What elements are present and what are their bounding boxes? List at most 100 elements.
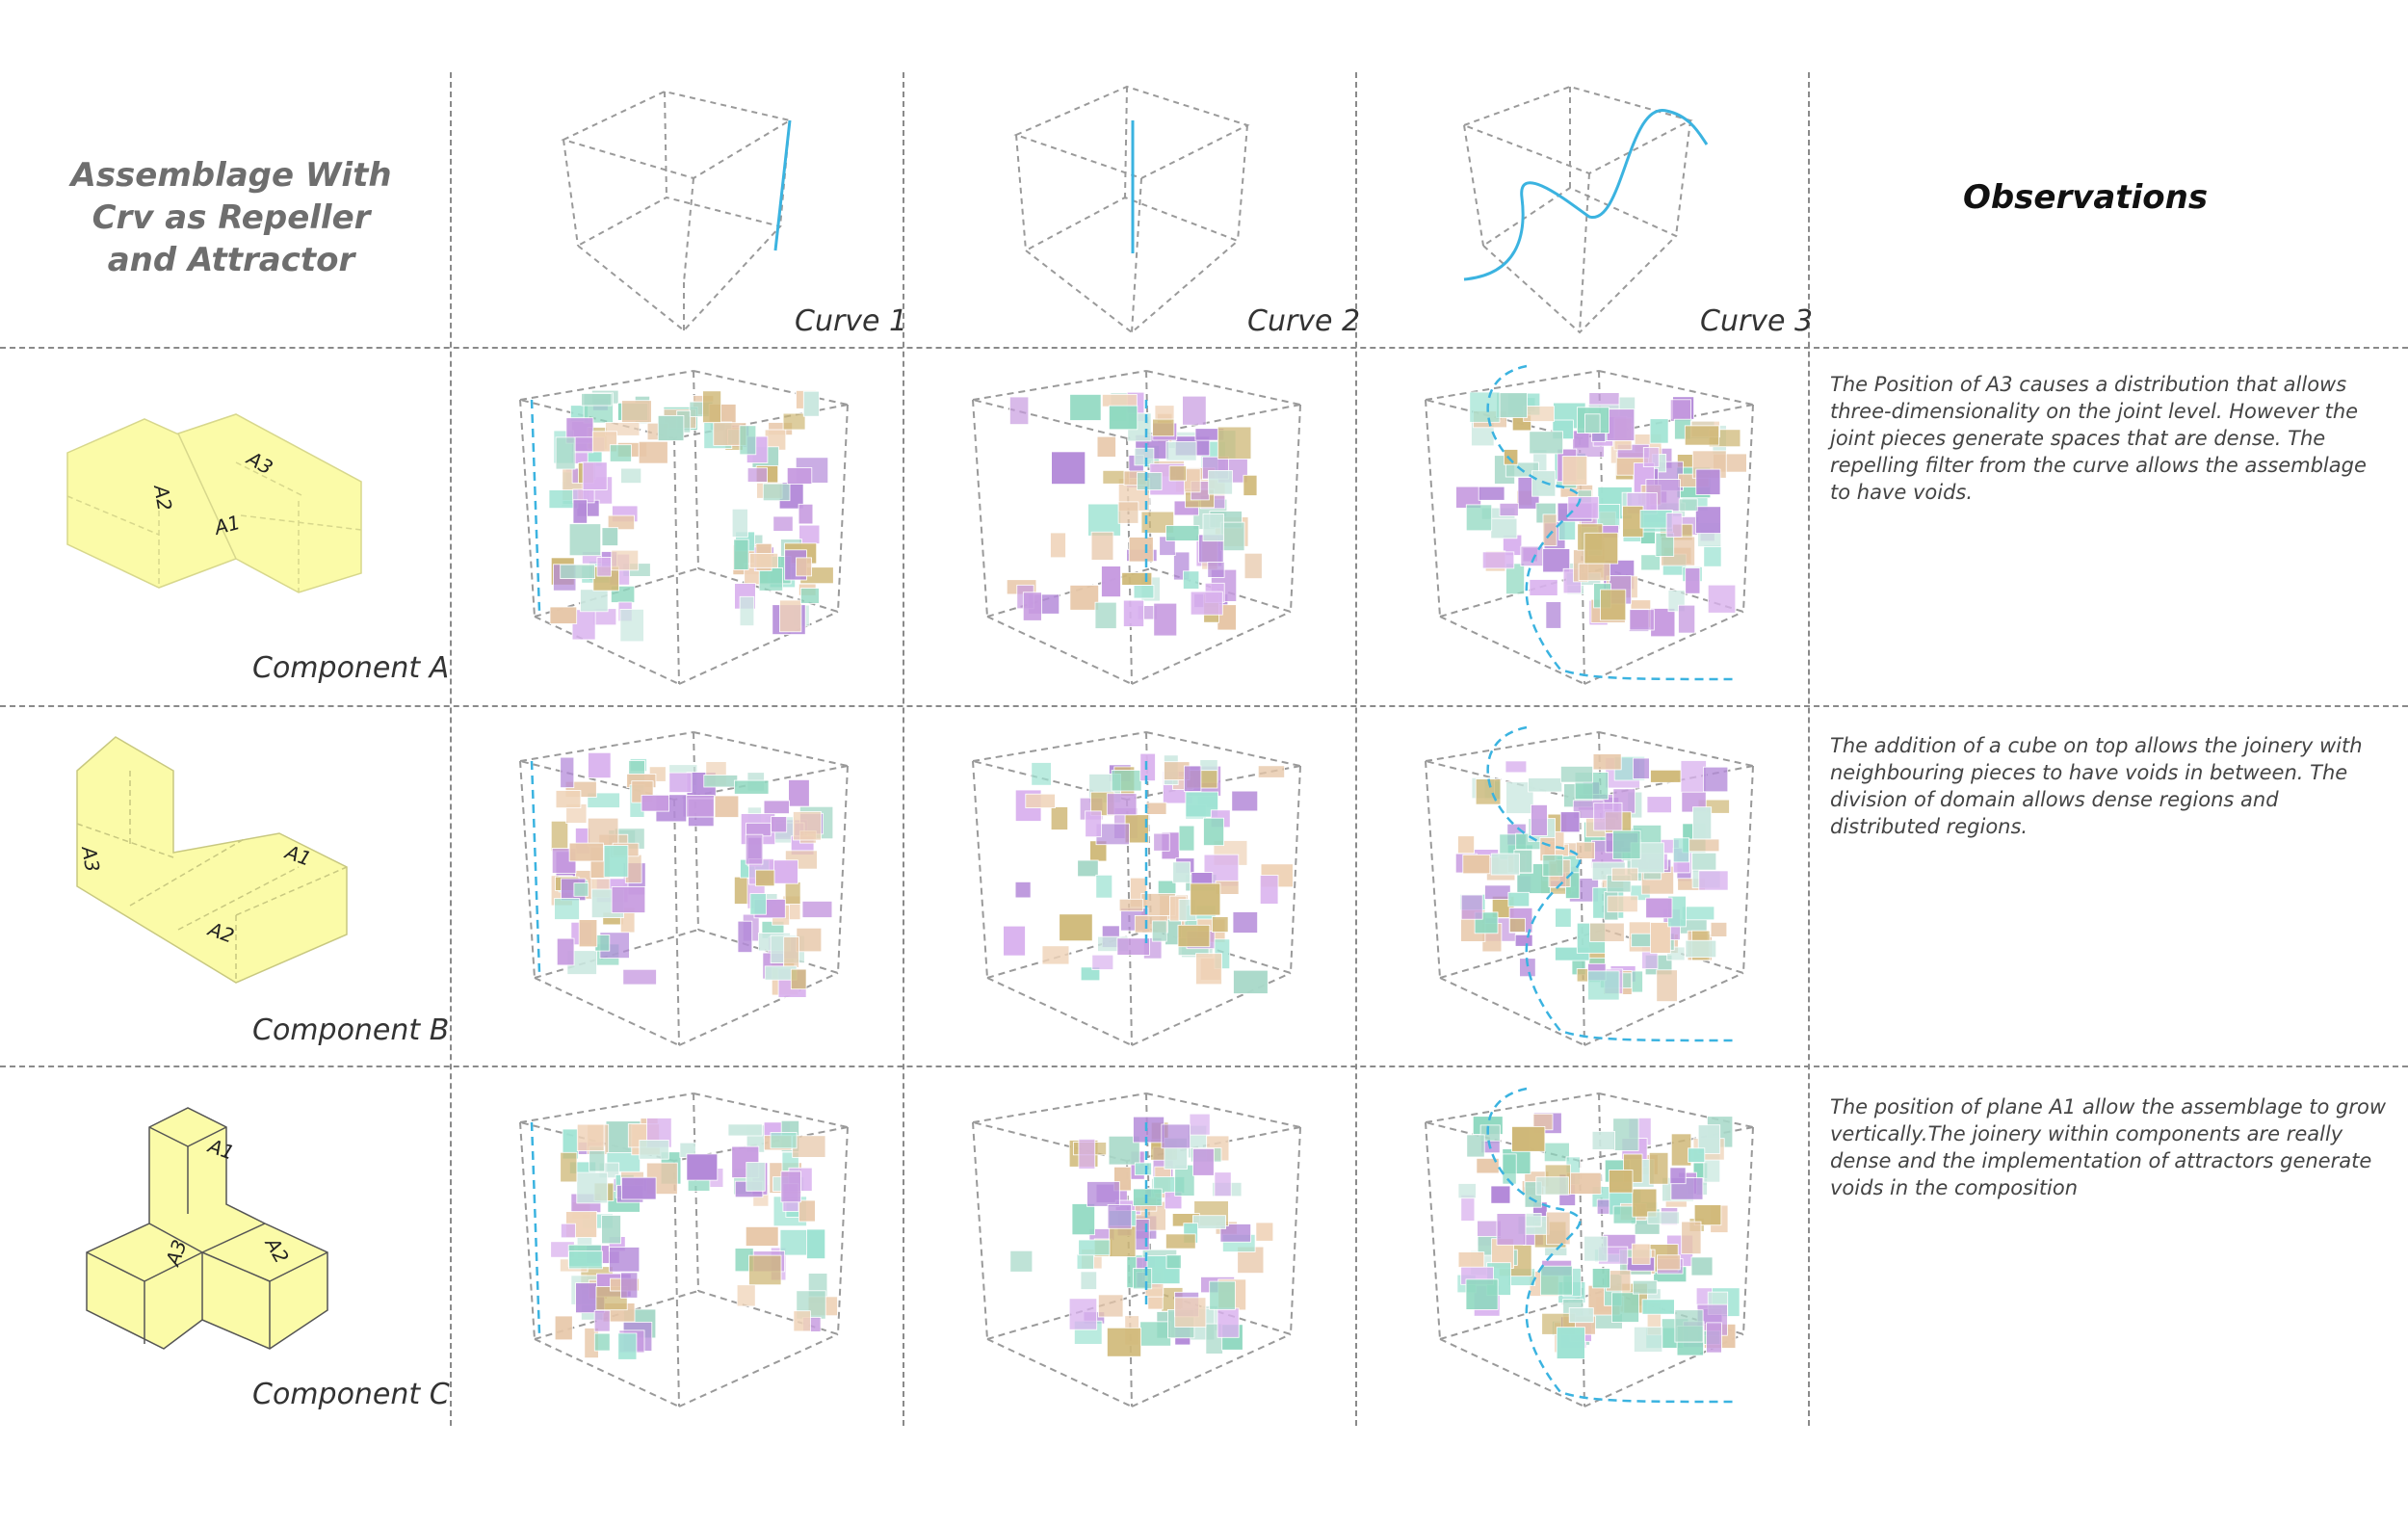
assemblage-block (593, 1309, 611, 1332)
assemblage-block (746, 1162, 766, 1192)
assemblage-block (1529, 579, 1558, 596)
assemblage-block (792, 1135, 826, 1158)
assemblage-block (550, 820, 569, 853)
assemblage-block (731, 508, 748, 538)
assemblage-block (1645, 897, 1673, 919)
row-divider-3 (0, 1066, 2408, 1067)
assemblage-block (746, 822, 772, 837)
assemblage-block (1076, 1253, 1094, 1270)
assemblage-block (1014, 881, 1032, 899)
assemblage-block (593, 1332, 611, 1352)
assemblage-block (796, 927, 823, 953)
assemblage-block (1612, 1118, 1639, 1151)
assemblage-component-b-curve-2 (972, 731, 1301, 1046)
assemblage-block (737, 920, 753, 953)
assemblage-block (1669, 399, 1691, 422)
assemblage-block (1022, 592, 1042, 621)
assemblage-block (1591, 1131, 1615, 1150)
curve-path (530, 399, 541, 613)
assemblage-block (1031, 762, 1052, 786)
assemblage-block (1460, 894, 1483, 920)
assemblage-block (568, 523, 602, 557)
assemblage-block (1177, 924, 1211, 948)
assemblage-block (745, 1225, 779, 1247)
row-divider-1 (0, 347, 2408, 349)
assemblage-block (1165, 1233, 1196, 1250)
assemblage-block (1078, 1139, 1096, 1170)
assemblage-block (745, 833, 764, 865)
assemblage-block (783, 936, 799, 968)
assemblage-block (1191, 1215, 1226, 1229)
assemblage-block (1584, 1235, 1609, 1262)
assemblage-block (1111, 770, 1142, 792)
curve-label-3: Curve 3 (1700, 304, 1814, 338)
assemblage-block (1151, 920, 1167, 942)
assemblage-block (1085, 810, 1102, 838)
assemblage-component-b-curve-1 (519, 731, 849, 1046)
assemblage-block (702, 390, 722, 423)
assemblage-block (622, 968, 657, 986)
assemblage-block (588, 751, 612, 778)
assemblage-block (1122, 599, 1144, 627)
assemblage-block (1134, 447, 1155, 466)
assemblage-block (1681, 906, 1715, 921)
assemblage-block (1050, 532, 1066, 559)
assemblage-block (1710, 921, 1728, 937)
assemblage-block (1655, 532, 1675, 557)
assemblage-block (1182, 395, 1207, 426)
assemblage-block (1153, 602, 1178, 637)
assemblage-block (1182, 570, 1200, 590)
assemblage-block (1462, 854, 1491, 875)
assemblage-block (798, 503, 814, 525)
assemblage-block (638, 440, 668, 464)
assemblage-block (1133, 1188, 1163, 1207)
assemblage-block (1694, 506, 1721, 535)
assemblage-block (668, 772, 693, 793)
assemblage-block (573, 882, 589, 897)
assemblage-block (1490, 517, 1518, 539)
assemblage-block (576, 1123, 605, 1151)
assemblage-block (555, 790, 582, 809)
assemblage-block (1684, 425, 1720, 446)
assemblage-block (686, 1153, 719, 1181)
assemblage-block (1203, 817, 1225, 846)
assemblage-block (1678, 604, 1696, 634)
assemblage-block (1542, 854, 1564, 877)
assemblage-block (1587, 970, 1620, 1001)
assemblage-component-a-curve-2 (972, 370, 1301, 685)
assemblage-block (1154, 405, 1175, 422)
assemblage-block (621, 1176, 657, 1200)
assemblage-block (1466, 1134, 1485, 1158)
assemblage-block (682, 795, 715, 818)
assemblage-block (572, 499, 589, 524)
assemblage-block (792, 811, 822, 841)
assemblage-block (1145, 802, 1167, 815)
assemblage-block (1531, 470, 1557, 497)
assemblage-block (786, 467, 813, 485)
observation-component-c: The position of plane A1 allow the assem… (1830, 1095, 2387, 1199)
assemblage-block (736, 1284, 756, 1307)
assemblage-block (784, 881, 801, 905)
assemblage-block (1050, 806, 1068, 830)
assemblage-block (1121, 571, 1153, 586)
assemblage-block (1592, 753, 1622, 771)
assemblage-block (1457, 835, 1476, 855)
assemblage-block (1140, 511, 1174, 534)
assemblage-block (1214, 1171, 1232, 1197)
assemblage-block (1109, 1225, 1137, 1257)
assemblage-block (1095, 874, 1113, 899)
assemblage-block (1195, 953, 1222, 986)
assemblage-block (1101, 566, 1121, 598)
assemblage-block (1507, 891, 1531, 908)
assemblage-block (739, 425, 757, 456)
assemblage-block (1118, 898, 1144, 912)
assemblage-block (1543, 1142, 1570, 1163)
assemblage-block (733, 539, 749, 570)
assemblage-block (1041, 945, 1070, 965)
assemblage-block (1511, 1126, 1546, 1152)
assemblage-block (739, 595, 755, 627)
assemblage-block (554, 1315, 573, 1341)
assemblage-block (578, 919, 598, 948)
assemblage-component-a-curve-3 (1425, 364, 1754, 685)
assemblage-block (1219, 1223, 1252, 1243)
